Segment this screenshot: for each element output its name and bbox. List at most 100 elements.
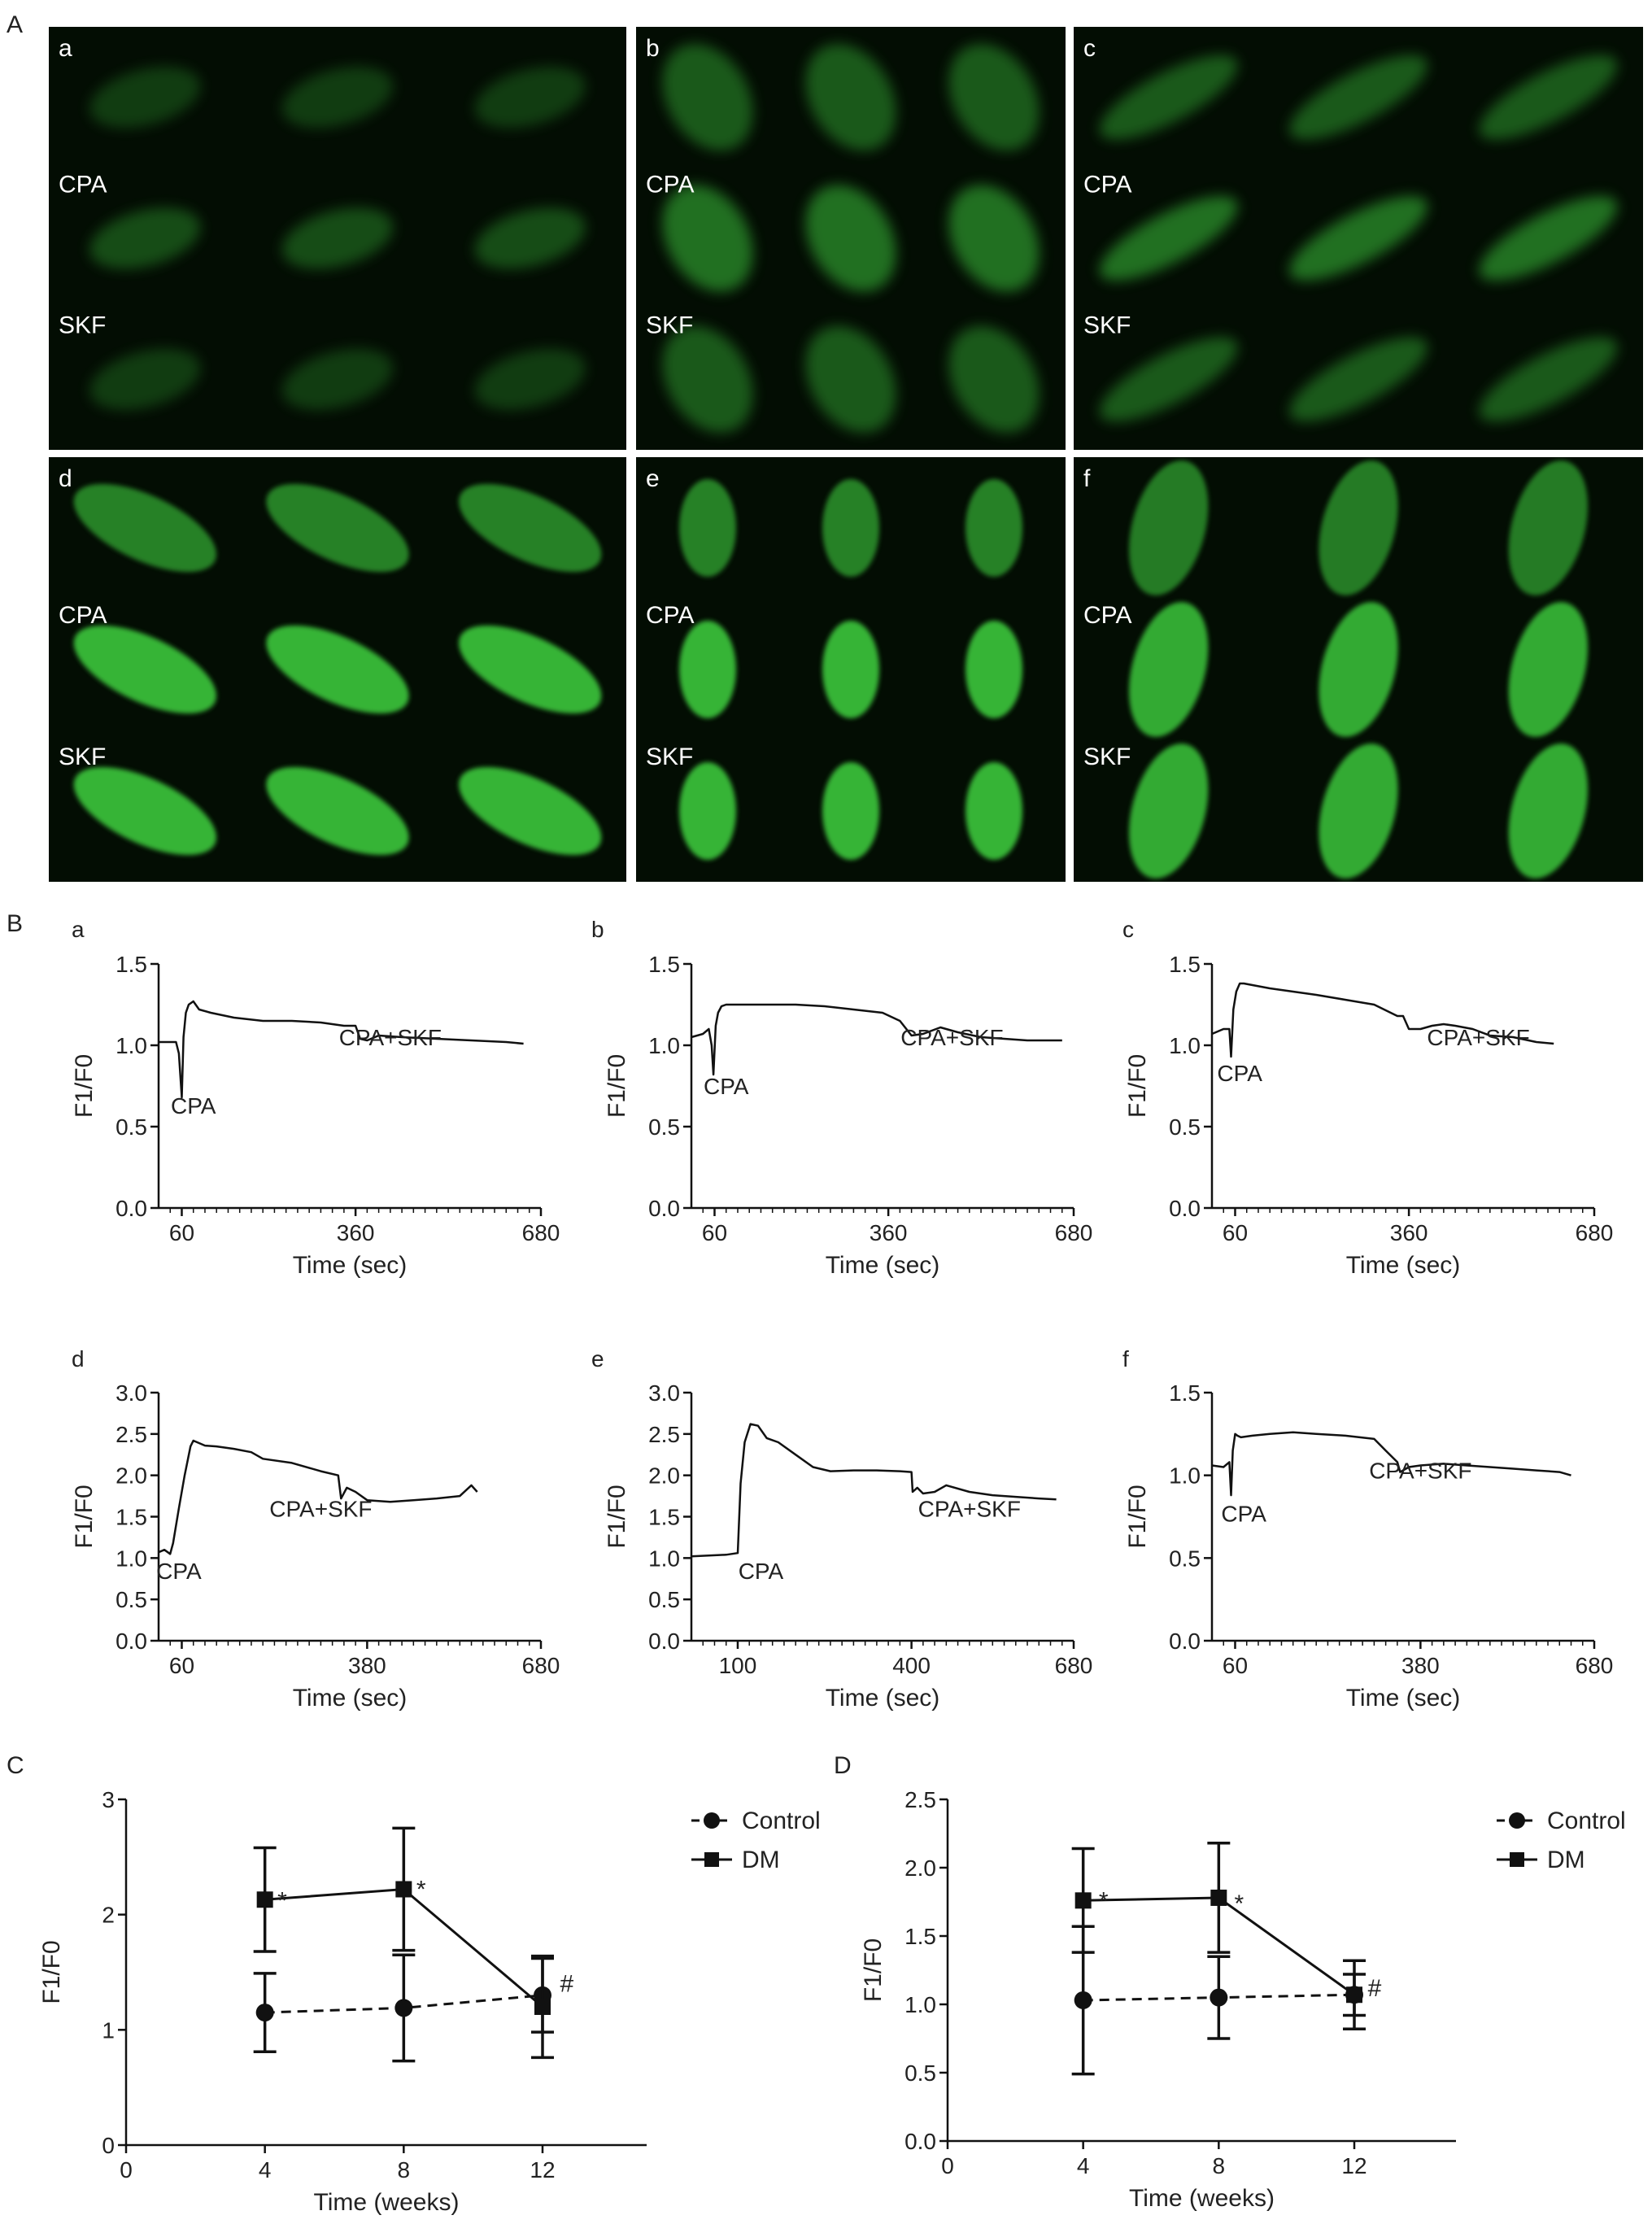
cell-image [948,185,1040,292]
cell-image [948,44,1040,151]
y-axis-title: F1/F0 [1124,1054,1151,1118]
x-tick-label: 680 [1576,1220,1614,1245]
cell-image [89,67,201,129]
y-axis-title: F1/F0 [860,1938,887,2002]
legend-label: Control [742,1807,821,1834]
y-tick-label: 1.0 [1169,1033,1201,1058]
trace-panel-letter: c [1122,917,1134,942]
cell-image [965,621,1022,718]
trace-chart-B-c: c 0.0 0.5 1.0 1.5 60 360 680 Time (sec) F1/F0 CPA C… [1122,917,1613,1279]
x-tick-label: 380 [1401,1653,1440,1678]
trace-line [158,1439,478,1555]
trace-annotation: CPA [156,1559,202,1584]
data-point-dm [1346,1986,1362,2004]
y-tick-label: 0.5 [648,1114,680,1140]
cell-image [1288,196,1428,281]
cell-image [266,766,409,856]
y-tick-label: 0.0 [648,1629,680,1654]
y-tick-label: 1.5 [116,1505,147,1530]
y-tick-label: 0.0 [116,1629,147,1654]
x-tick-label: 60 [1223,1220,1248,1245]
trace-annotation: CPA+SKF [918,1497,1021,1522]
x-tick-label: 680 [1576,1653,1614,1678]
significance-mark: # [1368,1975,1382,2002]
trace-panel-letter: f [1122,1346,1129,1371]
y-axis-title: F1/F0 [38,1940,65,2004]
y-axis-title: F1/F0 [1124,1485,1151,1548]
y-axis-title: F1/F0 [604,1054,630,1118]
cell-image [965,762,1022,860]
data-point-control [1210,1988,1228,2007]
micrograph-letter: f [1083,465,1091,492]
micrograph-d: d CPA SKF [49,457,626,882]
cell-image [89,207,201,269]
cell-image [281,348,394,410]
y-tick-label: 0.5 [1169,1114,1201,1140]
cell-image [1099,196,1238,281]
cell-image [679,621,736,718]
cell-image [679,479,736,577]
cell-image [805,44,896,151]
micrograph-e: e CPA SKF [636,457,1066,882]
cell-image [458,625,602,714]
cell-image [1128,743,1209,879]
y-tick-label: 3.0 [116,1380,147,1406]
x-axis-title: Time (sec) [1346,1685,1461,1712]
micrograph-a: a CPA SKF [49,27,626,450]
cell-image [1319,602,1398,737]
legend-label: DM [742,1847,780,1873]
cell-image [679,762,736,860]
y-tick-label: 0.5 [904,2060,936,2086]
panel-letter-B: B [7,910,23,937]
y-tick-label: 1.5 [1169,952,1201,977]
cell-image [822,621,879,718]
x-axis-title: Time (weeks) [314,2189,460,2216]
data-point-dm [1074,1892,1092,1909]
legend-marker [704,1812,720,1829]
trace-line [1211,1431,1571,1497]
y-tick-label: 3.0 [648,1380,680,1406]
micrograph-label-cpa: CPA [1083,602,1131,629]
y-tick-label: 2.5 [904,1787,936,1812]
data-point-control [255,2004,274,2022]
y-tick-label: 0.5 [116,1114,147,1140]
trace-line [159,1000,524,1099]
micrograph-label-cpa: CPA [1083,171,1131,198]
cell-image [73,483,217,573]
trace-panel-letter: a [72,917,85,942]
x-tick-label: 360 [337,1220,375,1245]
cell-image [1508,602,1589,737]
trace-annotation: CPA+SKF [1369,1459,1471,1484]
y-tick-label: 1.0 [648,1546,680,1571]
micrograph-label-cpa: CPA [59,171,107,198]
cell-image [1099,337,1238,422]
x-axis-title: Time (sec) [293,1252,408,1279]
data-point-control [394,1999,413,2017]
y-tick-label: 2.0 [116,1463,147,1489]
micrograph-c: c CPA SKF [1074,27,1643,450]
y-tick-label: 2.0 [648,1463,680,1489]
legend-marker [704,1852,719,1867]
x-axis-title: Time (sec) [1346,1252,1461,1279]
cell-image [1479,55,1618,140]
cell-image [1319,460,1398,595]
trace-panel-letter: b [591,917,604,942]
data-point-dm [1210,1889,1227,1906]
cell-image [266,483,409,573]
panel-letter-A: A [7,11,23,38]
micrograph-label-skf: SKF [1083,743,1131,770]
cell-image [1288,55,1428,140]
cell-image [805,185,896,292]
legend-label: DM [1547,1847,1585,1873]
significance-mark: * [1234,1890,1244,1917]
trace-annotation: CPA [704,1074,749,1099]
cell-image [474,207,586,269]
cell-image [474,348,586,410]
trace-panel-letter: d [72,1346,85,1371]
y-tick-label: 0.0 [1169,1629,1201,1654]
y-tick-label: 1.0 [904,1992,936,2017]
cell-image [1128,460,1209,595]
cell-image [266,625,409,714]
y-tick-label: 0.5 [116,1587,147,1612]
micrograph-letter: b [646,35,660,62]
